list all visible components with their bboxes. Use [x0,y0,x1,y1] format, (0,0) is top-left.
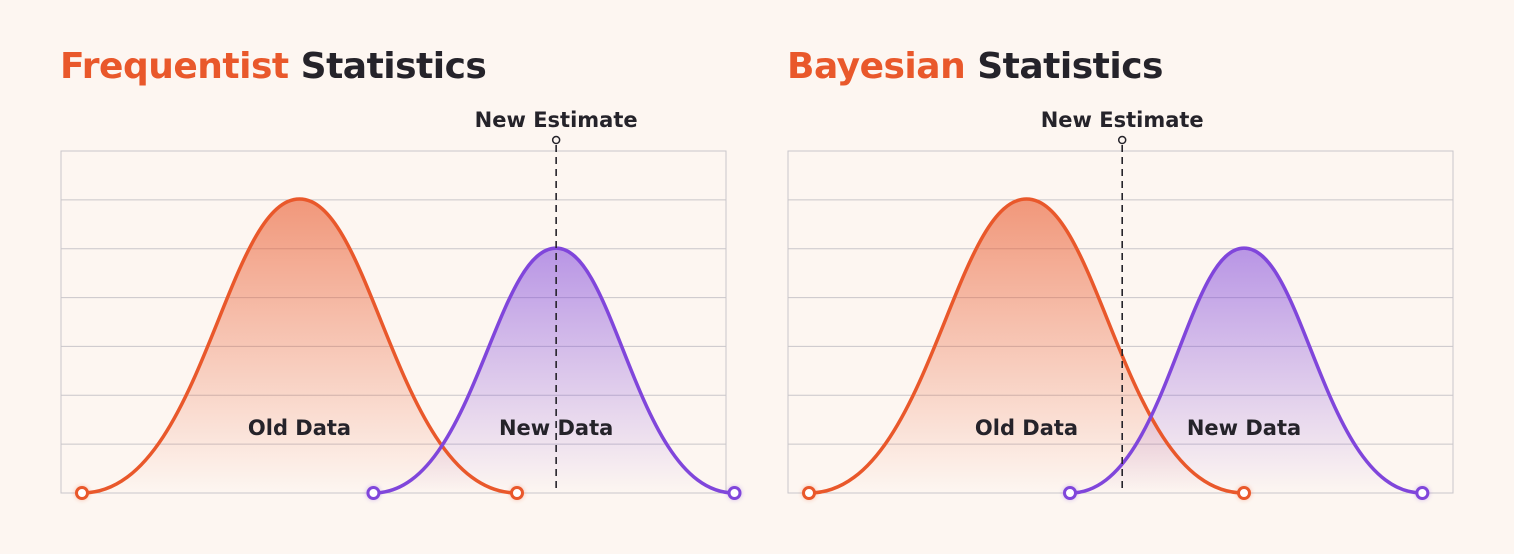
old-data-label: Old Data [975,416,1078,440]
old-data-fill [82,199,517,493]
title-rest: Statistics [300,46,487,87]
frequentist-panel: Frequentist Statistics New Estimate Old … [60,42,742,500]
endpoint-marker [1063,486,1077,500]
title-highlight: Bayesian [787,46,966,87]
curve-labels: Old Data New Data [975,416,1301,440]
new-estimate-label: New Estimate [475,108,638,132]
new-data-curve [371,246,737,495]
new-estimate-label: New Estimate [1041,108,1204,132]
estimate-marker: New Estimate [1041,108,1204,493]
curve-lines [80,197,737,495]
bayesian-panel: Bayesian Statistics New Estimate Old Dat… [727,0,1484,554]
curve-endpoints [75,486,742,500]
endpoint-marker [1237,486,1251,500]
endpoint-marker [1415,486,1430,500]
new-data-label: New Data [499,416,613,440]
endpoint-marker [802,486,816,500]
panel-title: Frequentist Statistics [60,42,487,92]
new-data-curve [1068,246,1425,495]
curve-fills [82,199,735,493]
panel-title: Bayesian Statistics [787,42,1163,92]
curve-labels: Old Data New Data [248,416,613,440]
curve-lines [807,197,1425,495]
endpoint-marker [510,486,524,500]
old-data-curve [80,197,519,495]
title-highlight: Frequentist [60,46,289,87]
new-data-fill [373,248,735,493]
bayesian-diagram: New Estimate Old Data New Data [787,108,1454,500]
old-data-fill [809,199,1244,493]
estimate-marker: New Estimate [475,108,638,493]
endpoint-marker [75,486,89,500]
estimate-pin [551,135,561,145]
frequentist-diagram: New Estimate Old Data New Data [60,108,742,500]
new-data-label: New Data [1187,416,1301,440]
endpoint-marker [727,486,742,500]
estimate-pin [1117,135,1127,145]
old-data-curve [807,197,1246,495]
old-data-label: Old Data [248,416,351,440]
title-rest: Statistics [977,46,1163,87]
curve-endpoints [802,486,1430,500]
endpoint-marker [366,486,381,500]
